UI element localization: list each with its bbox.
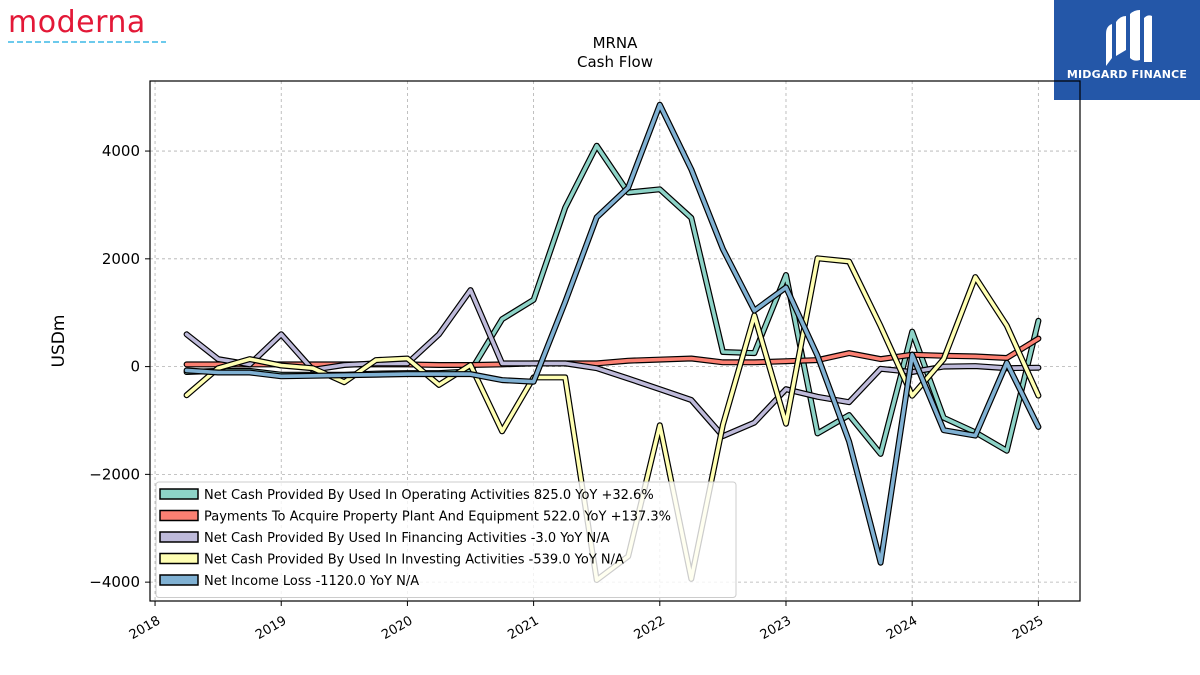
x-tick-label: 2024 <box>884 613 920 643</box>
series-line <box>184 288 1041 438</box>
x-tick-label: 2020 <box>379 613 415 643</box>
legend-swatch <box>159 488 199 500</box>
brand-wordmark: moderna <box>8 5 146 40</box>
legend-label: Net Cash Provided By Used In Financing A… <box>204 531 610 546</box>
y-tick-label: 2000 <box>102 250 140 268</box>
x-tick-label: 2021 <box>505 613 541 643</box>
series-line <box>184 102 1041 565</box>
chart-subtitle: Cash Flow <box>577 53 653 71</box>
chart-title: MRNA <box>593 34 639 52</box>
x-tick-label: 2018 <box>127 613 163 643</box>
plot-frame <box>149 80 1081 602</box>
legend-swatch <box>159 509 199 522</box>
series-4 <box>183 101 1042 566</box>
legend-box <box>155 481 737 598</box>
x-tick-label: 2023 <box>758 613 794 643</box>
legend-label: Net Income Loss -1120.0 YoY N/A <box>204 574 419 589</box>
legend-label: Net Cash Provided By Used In Investing A… <box>204 553 624 568</box>
y-tick-label: −2000 <box>89 465 140 483</box>
legend: Net Cash Provided By Used In Operating A… <box>155 481 737 598</box>
series-line <box>184 143 1041 456</box>
x-tick-label: 2022 <box>632 613 668 643</box>
series-2 <box>183 287 1042 440</box>
moderna-logo: moderna <box>8 5 166 43</box>
y-tick-label: −4000 <box>89 573 140 591</box>
legend-label: Net Cash Provided By Used In Operating A… <box>204 488 654 503</box>
midgard-m-icon <box>1106 10 1152 66</box>
y-tick-label: 4000 <box>102 142 140 160</box>
legend-label: Payments To Acquire Property Plant And E… <box>204 510 671 525</box>
midgard-finance-logo: MIDGARD FINANCE <box>1054 0 1200 100</box>
legend-swatch <box>159 574 199 586</box>
series-outline <box>183 142 1042 457</box>
series-0 <box>183 142 1042 457</box>
x-tick-label: 2019 <box>253 613 289 643</box>
y-axis-label: USDm <box>49 315 69 368</box>
y-tick-label: 0 <box>130 358 140 376</box>
legend-swatch <box>159 531 199 543</box>
partner-name: MIDGARD FINANCE <box>1066 68 1188 81</box>
legend-swatch <box>159 552 199 565</box>
x-tick-label: 2025 <box>1010 613 1046 643</box>
